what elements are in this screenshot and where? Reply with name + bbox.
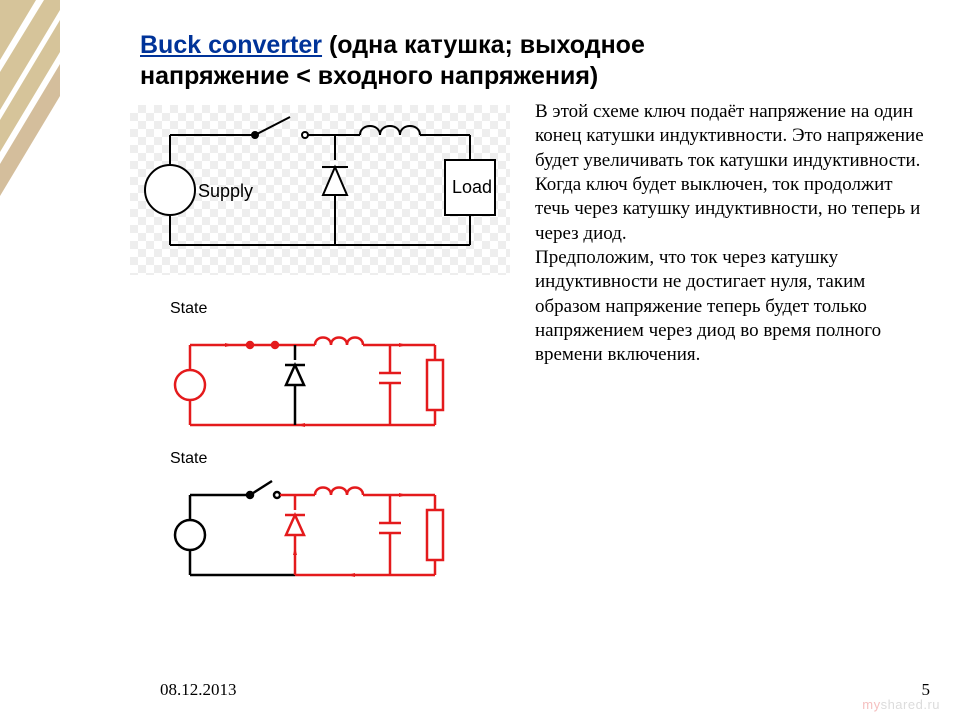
title-link[interactable]: Buck converter <box>140 31 322 59</box>
body-paragraph-1: В этой схеме ключ подаёт напряжение на о… <box>535 100 925 173</box>
state-off-label: State <box>170 450 207 467</box>
buck-states-diagram: State <box>155 295 475 585</box>
load-label: Load <box>452 177 492 197</box>
supply-label: Supply <box>198 181 253 201</box>
body-paragraph-3: Предположим, что ток через катушку индук… <box>535 246 925 368</box>
body-paragraph-2: Когда ключ будет выключен, ток продолжит… <box>535 173 925 246</box>
slide-side-decoration <box>0 0 60 720</box>
watermark-prefix: my <box>862 697 880 712</box>
watermark-rest: shared.ru <box>881 697 940 712</box>
slide-title: Buck converter (одна катушка; выходное н… <box>140 30 780 93</box>
state-on-label: State <box>170 300 207 317</box>
watermark: myshared.ru <box>862 697 940 712</box>
slide-body-text: В этой схеме ключ подаёт напряжение на о… <box>535 100 925 367</box>
buck-circuit-diagram: Supply Load <box>130 105 510 275</box>
footer-date: 08.12.2013 <box>160 680 237 700</box>
